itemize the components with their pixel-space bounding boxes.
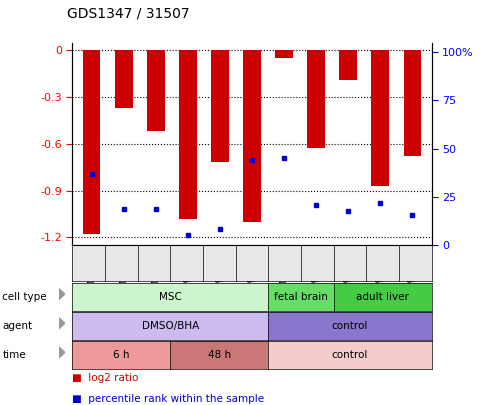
Text: GDS1347 / 31507: GDS1347 / 31507	[67, 6, 190, 20]
Text: ■  log2 ratio: ■ log2 ratio	[72, 373, 139, 383]
Bar	[371, 50, 389, 186]
Text: ■  percentile rank within the sample: ■ percentile rank within the sample	[72, 394, 264, 404]
Text: control: control	[332, 321, 368, 331]
Text: agent: agent	[2, 321, 32, 331]
Text: control: control	[332, 350, 368, 360]
Text: cell type: cell type	[2, 292, 47, 302]
Bar	[83, 50, 100, 234]
Text: time: time	[2, 350, 26, 360]
Polygon shape	[59, 289, 65, 300]
Text: fetal brain: fetal brain	[274, 292, 328, 302]
Text: 48 h: 48 h	[208, 350, 231, 360]
Bar	[243, 50, 261, 222]
Text: adult liver: adult liver	[356, 292, 409, 302]
Bar	[211, 50, 229, 162]
Bar	[275, 50, 293, 58]
Bar	[339, 50, 357, 80]
Text: 6 h: 6 h	[113, 350, 130, 360]
Polygon shape	[59, 318, 65, 329]
Bar	[179, 50, 197, 219]
Bar	[307, 50, 325, 149]
Text: MSC: MSC	[159, 292, 182, 302]
Bar	[404, 50, 421, 156]
Text: DMSO/BHA: DMSO/BHA	[142, 321, 199, 331]
Bar	[147, 50, 165, 131]
Bar	[115, 50, 133, 108]
Polygon shape	[59, 347, 65, 358]
